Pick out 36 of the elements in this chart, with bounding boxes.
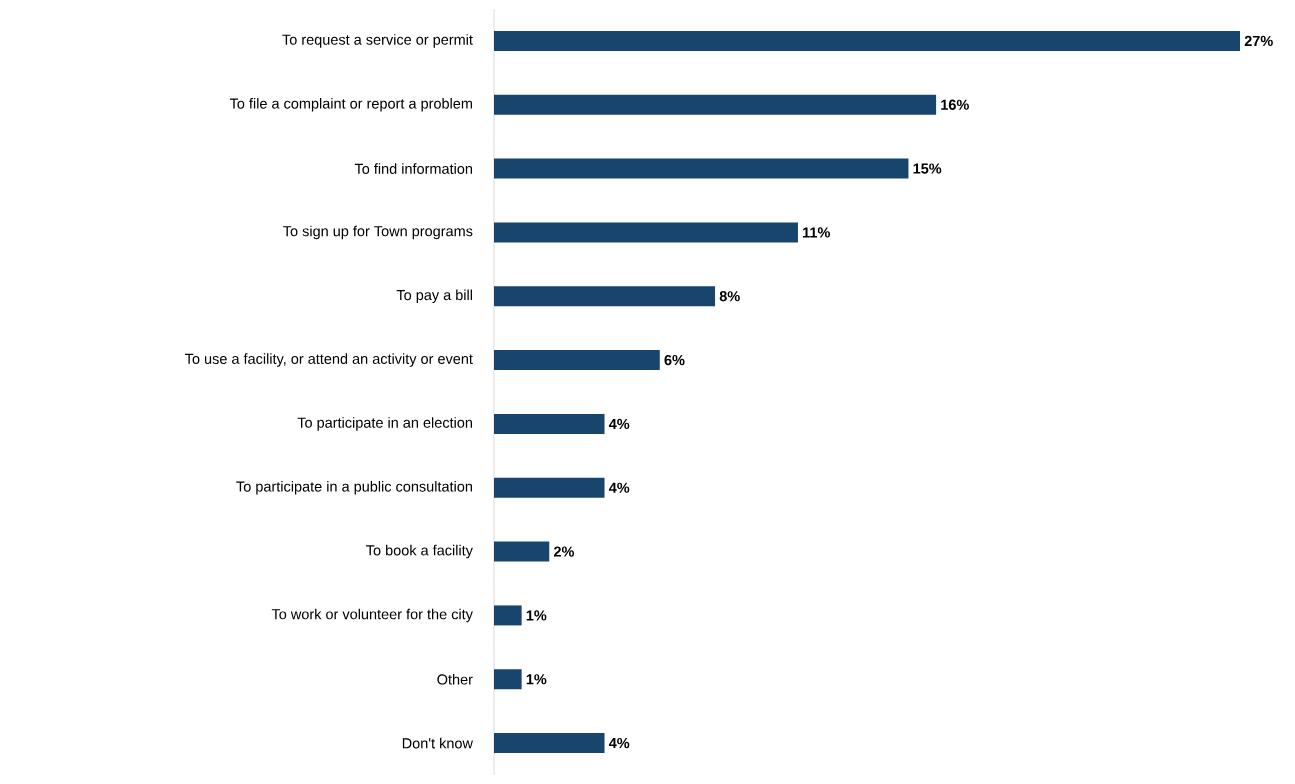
y-tick-label: To work or volunteer for the city [271,608,473,623]
y-tick-label: To sign up for Town programs [283,225,473,240]
bar [494,605,522,626]
y-tick-label: To pay a bill [396,289,472,304]
bar [494,733,605,754]
data-label: 4% [608,482,630,493]
bar [494,94,937,115]
bar [494,30,1241,51]
data-label: 1% [526,674,547,685]
y-tick-label: To use a facility, or attend an activity or event [185,353,473,367]
data-label: 2% [553,546,575,557]
data-label: 8% [719,291,740,302]
data-label: 1% [526,610,547,621]
bar [494,477,605,498]
y-tick-label: To participate in a public consultation [236,481,472,495]
data-label: 16% [941,99,969,110]
y-tick-label: To file a complaint or report a problem [229,98,472,112]
bar [494,350,660,371]
y-tick-label: To find information [354,163,472,174]
bar [494,158,909,179]
y-tick-label: To book a facility [366,544,473,559]
data-label: 27% [1244,35,1273,47]
bar [494,222,798,243]
data-label: 4% [608,737,630,749]
y-tick-label: To participate in an election [297,417,472,431]
bar [494,413,605,434]
y-tick-label: To request a service or permit [282,34,473,48]
bar [494,669,522,690]
data-label: 6% [664,354,685,366]
y-tick-label: Other [437,673,473,685]
data-label: 4% [608,418,630,430]
data-label: 15% [913,163,942,174]
bar [494,286,716,307]
bar [494,541,550,562]
data-label: 11% [803,227,830,238]
y-tick-label: Don't know [402,737,473,749]
